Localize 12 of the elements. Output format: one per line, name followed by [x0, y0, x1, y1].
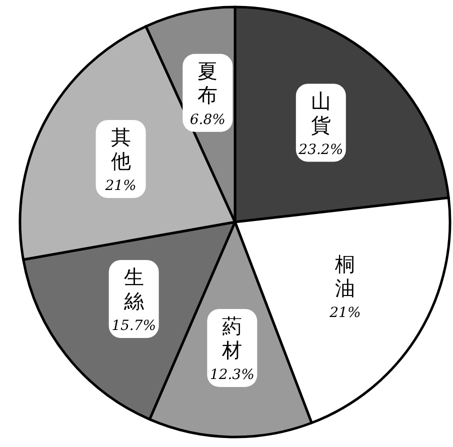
value-label: 21% — [105, 178, 136, 194]
category-label: 夏布 — [198, 60, 218, 107]
value-label: 12.3% — [210, 366, 254, 383]
category-label: 山貨 — [310, 90, 331, 137]
value-label: 15.7% — [112, 318, 156, 334]
category-label: 其他 — [110, 127, 131, 173]
value-label: 6.8% — [190, 112, 226, 128]
value-label: 21% — [330, 305, 361, 322]
category-label: 桐油 — [335, 254, 356, 300]
category-label: 生絲 — [124, 267, 144, 314]
value-label: 23.2% — [298, 142, 344, 158]
category-label: 葯材 — [222, 316, 242, 362]
